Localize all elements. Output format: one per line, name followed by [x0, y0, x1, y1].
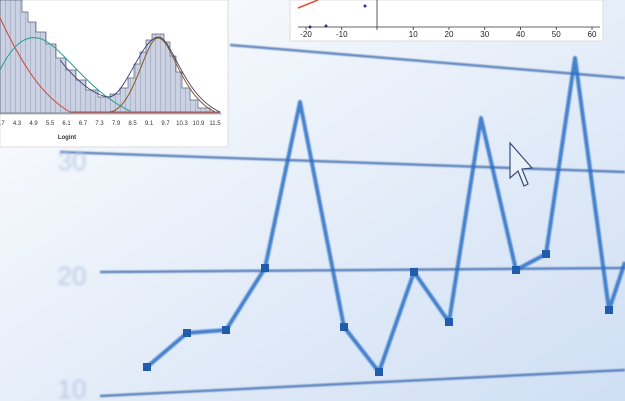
- scene: 30 20 10 3.7 4.3 4.9 5.5 6.1 6.7 7.3 7.9 8.5 9.1 9.7…: [0, 0, 625, 401]
- x-tick-label: 20: [445, 30, 454, 39]
- y-label: 10: [58, 374, 87, 401]
- x-tick-label: 10: [409, 30, 418, 39]
- x-tick-label: 10.9: [193, 121, 205, 127]
- x-tick-label: 4.9: [29, 121, 38, 127]
- x-axis-label: Logint: [58, 135, 76, 141]
- x-tick-label: 3.7: [0, 121, 5, 127]
- x-tick-label: 11.5: [209, 121, 221, 127]
- x-tick-label: -10: [336, 30, 348, 39]
- x-tick-label: 9.7: [161, 121, 170, 127]
- x-tick-label: 60: [588, 30, 597, 39]
- x-tick-label: 50: [552, 30, 561, 39]
- histogram-inset: 3.7 4.3 4.9 5.5 6.1 6.7 7.3 7.9 8.5 9.1 9.7 10.3 10.…: [0, 0, 228, 147]
- y-label: 30: [58, 146, 87, 176]
- x-tick-label: 8.5: [128, 121, 137, 127]
- x-tick-label: -20: [300, 30, 312, 39]
- x-tick-label: 6.7: [79, 121, 88, 127]
- x-tick-label: 5.5: [46, 121, 55, 127]
- x-tick-label: 7.3: [95, 121, 104, 127]
- scatter-inset: -20 -10 10 20 30 40 50 60: [290, 0, 603, 41]
- x-tick-label: 6.1: [62, 121, 71, 127]
- x-tick-label: 4.3: [13, 121, 22, 127]
- point: [364, 5, 367, 8]
- x-tick-label: 40: [516, 30, 525, 39]
- x-tick-label: 10.3: [176, 121, 188, 127]
- x-tick-label: 30: [480, 30, 489, 39]
- x-tick-label: 9.1: [145, 121, 154, 127]
- x-tick-label: 7.9: [112, 121, 121, 127]
- y-label: 20: [58, 261, 87, 291]
